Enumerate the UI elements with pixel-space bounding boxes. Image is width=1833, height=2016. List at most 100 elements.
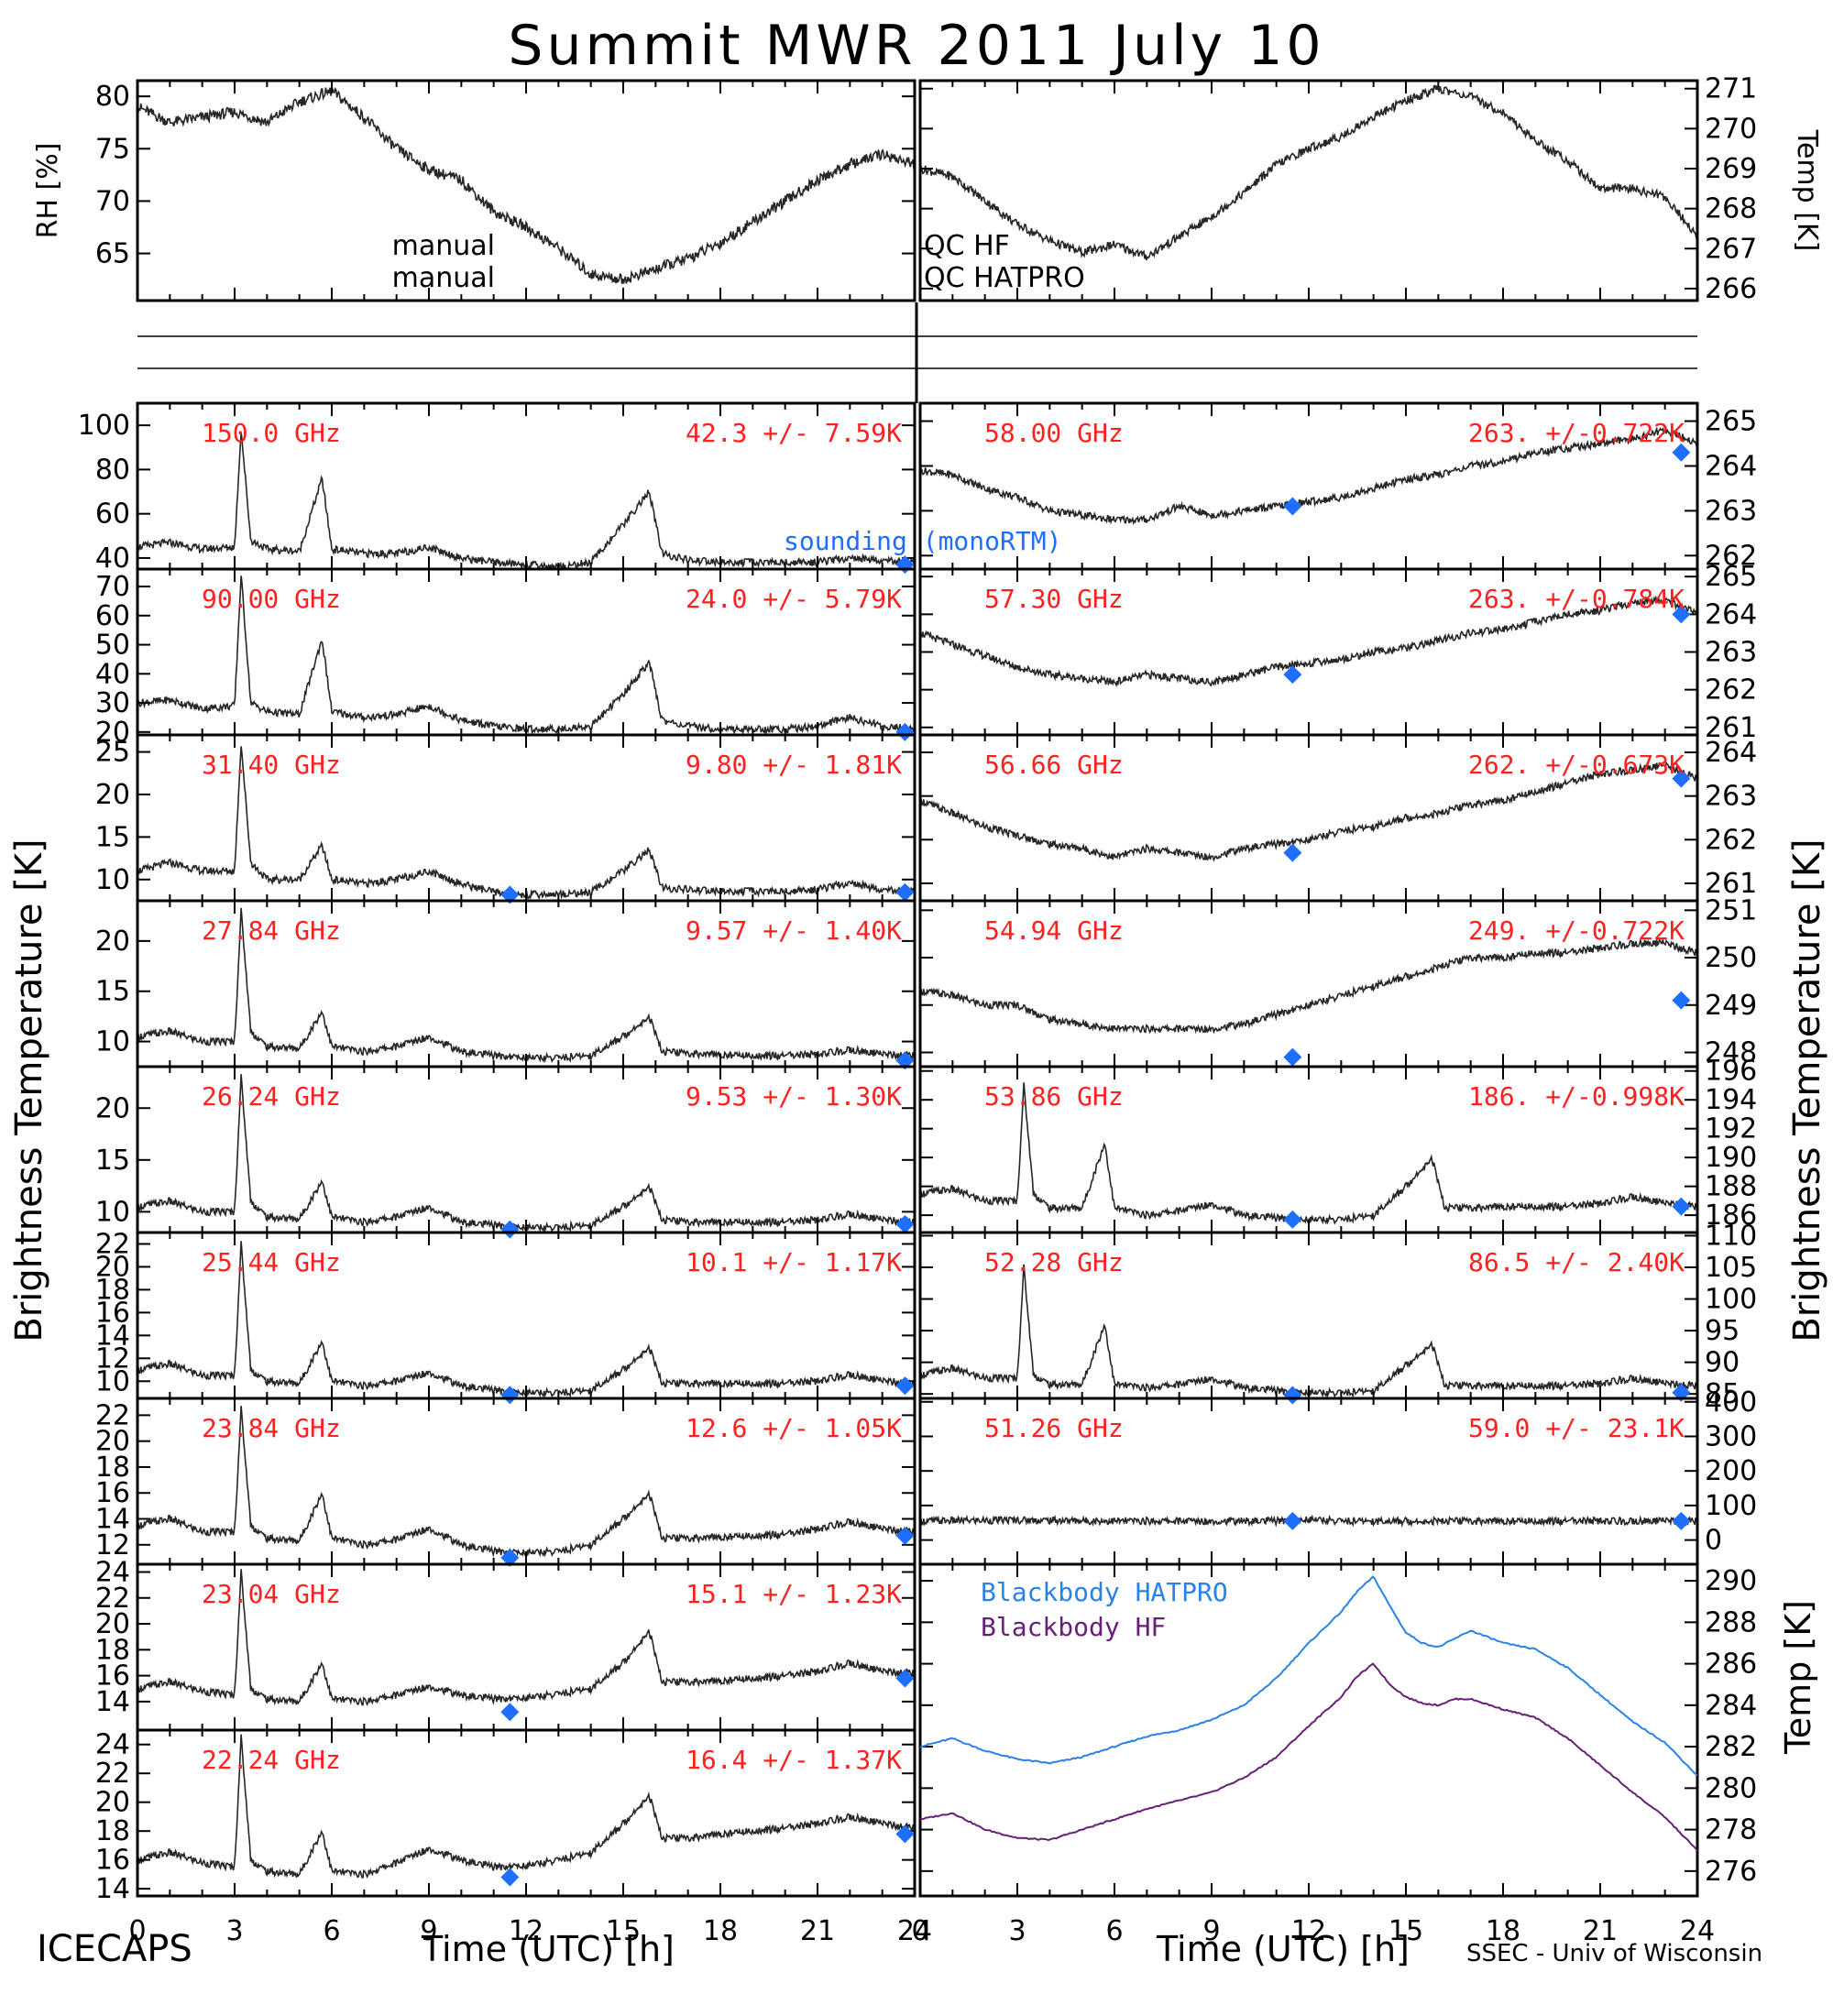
- x-tick-label-left: 12: [509, 1915, 543, 1947]
- sounding-point: [1283, 843, 1302, 862]
- sounding-point: [500, 1703, 520, 1722]
- sounding-point: [500, 1548, 520, 1567]
- series-line-rh-0: [137, 86, 916, 284]
- y-tick-label: 249: [1705, 990, 1757, 1022]
- y-tick-label: 265: [1705, 406, 1757, 438]
- footer-right: SSEC - Univ of Wisconsin: [1466, 1940, 1762, 1967]
- sounding-point: [1672, 1511, 1691, 1530]
- panel-ch150: 40 60 80 100 150.0 GHz 42.3 +/- 7.59K: [78, 401, 916, 575]
- figure-title: Summit MWR 2011 July 10: [508, 14, 1324, 78]
- sounding-point: [895, 1669, 915, 1688]
- panel-temp: 266 267 268 269 270 271: [918, 73, 1757, 305]
- panel-ch314: 10 15 20 25 31.40 GHz 9.80 +/- 1.81K: [95, 733, 916, 904]
- sounding-point: [1283, 1210, 1302, 1229]
- y-tick-label: 267: [1705, 233, 1757, 265]
- y-tick-label: 263: [1705, 781, 1757, 813]
- series-line-ch2784-0: [137, 907, 916, 1064]
- sounding-point: [895, 1376, 915, 1396]
- y-tick-label: 22: [95, 1758, 130, 1790]
- frequency-label: 52.28 GHz: [984, 1247, 1124, 1277]
- series-line-ch2624-0: [137, 1074, 916, 1233]
- temp-axis-label: Temp [K]: [1791, 129, 1823, 252]
- y-tick-label: 248: [1705, 1036, 1757, 1068]
- sounding-point: [895, 1214, 915, 1233]
- series-line-ch5666-0: [919, 761, 1698, 862]
- y-tick-label: 100: [1705, 1284, 1757, 1316]
- series-line-ch58-0: [919, 426, 1698, 526]
- y-tick-label: 284: [1705, 1690, 1757, 1722]
- stat-label: 262. +/-0.673K: [1468, 750, 1685, 780]
- x-tick-label-right: 3: [1008, 1915, 1026, 1947]
- panel-ch573: 261 262 263 264 265 57.30 GHz 263. +/-0.784K: [918, 561, 1757, 744]
- y-tick-label: 270: [1705, 113, 1757, 145]
- y-tick-label: 80: [95, 454, 130, 486]
- series-line-ch5228-0: [919, 1264, 1698, 1398]
- x-tick-label-left: 3: [225, 1915, 243, 1947]
- y-tick-label: 100: [78, 410, 130, 442]
- stat-label: 9.53 +/- 1.30K: [686, 1081, 902, 1112]
- series-line-ch2224-0: [137, 1734, 916, 1879]
- x-tick-label-right: 0: [911, 1915, 928, 1947]
- panel-ch5666: 261 262 263 264 56.66 GHz 262. +/-0.673K: [918, 733, 1757, 903]
- bb-temp-axis-label: Temp [K]: [1778, 1600, 1818, 1755]
- y-tick-label: 264: [1705, 598, 1757, 630]
- frequency-label: 23.84 GHz: [202, 1413, 341, 1443]
- series-line-bb-0: [919, 1575, 1698, 1777]
- y-tick-label: 20: [95, 926, 130, 958]
- y-tick-label: 261: [1705, 712, 1757, 744]
- frequency-label: 53.86 GHz: [984, 1081, 1124, 1112]
- sounding-point: [500, 1868, 520, 1887]
- y-tick-label: 70: [95, 571, 130, 603]
- y-tick-label: 300: [1705, 1420, 1757, 1452]
- y-tick-label: 10: [95, 1365, 130, 1397]
- y-tick-label: 95: [1705, 1315, 1740, 1347]
- y-tick-label: 16: [95, 1660, 130, 1693]
- panel-ch2624: 10 15 20 26.24 GHz 9.53 +/- 1.30K: [95, 1065, 916, 1239]
- sounding-point: [1672, 605, 1691, 624]
- x-tick-label-right: 24: [1680, 1915, 1715, 1947]
- frequency-label: 31.40 GHz: [202, 750, 341, 780]
- sounding-point: [895, 1824, 915, 1844]
- x-tick-label-right: 6: [1105, 1915, 1123, 1947]
- y-tick-label: 264: [1705, 450, 1757, 482]
- y-tick-label: 268: [1705, 193, 1757, 225]
- frequency-label: 25.44 GHz: [202, 1247, 341, 1277]
- frequency-label: 58.00 GHz: [984, 418, 1124, 448]
- ylabel-left: Brightness Temperature [K]: [8, 838, 50, 1342]
- x-tick-label-left: 18: [703, 1915, 738, 1947]
- y-tick-label: 20: [95, 717, 130, 749]
- y-tick-label: 262: [1705, 824, 1757, 856]
- frequency-label: 23.04 GHz: [202, 1579, 341, 1609]
- y-tick-label: 18: [95, 1274, 130, 1306]
- y-tick-label: 24: [95, 1556, 130, 1588]
- series-line-ch573-0: [919, 595, 1698, 688]
- x-tick-label-left: 6: [323, 1915, 340, 1947]
- sounding-point: [500, 1220, 520, 1239]
- y-tick-label: 14: [95, 1686, 130, 1718]
- series-line-ch2304-0: [137, 1569, 916, 1706]
- y-tick-label: 16: [95, 1845, 130, 1877]
- frequency-label: 54.94 GHz: [984, 915, 1124, 946]
- sounding-point: [500, 1386, 520, 1405]
- y-tick-label: 60: [95, 600, 130, 632]
- panel-rh: 65 70 75 80: [95, 79, 916, 302]
- y-tick-label: 105: [1705, 1252, 1757, 1284]
- stat-label: 9.57 +/- 1.40K: [686, 915, 902, 946]
- qc-hf-label: QC HF: [924, 230, 1010, 262]
- y-tick-label: 263: [1705, 637, 1757, 669]
- sounding-point: [1283, 665, 1302, 685]
- sounding-point: [1283, 1511, 1302, 1530]
- y-tick-label: 20: [95, 1092, 130, 1124]
- y-tick-label: 20: [95, 779, 130, 811]
- y-tick-label: 22: [95, 1583, 130, 1615]
- y-tick-label: 14: [95, 1504, 130, 1536]
- footer-left: ICECAPS: [37, 1928, 192, 1970]
- sounding-point: [1283, 1047, 1302, 1067]
- y-tick-label: 251: [1705, 894, 1757, 926]
- series-line-ch2384-0: [137, 1406, 916, 1558]
- frequency-label: 150.0 GHz: [202, 418, 341, 448]
- series-line-ch5494-0: [919, 937, 1698, 1035]
